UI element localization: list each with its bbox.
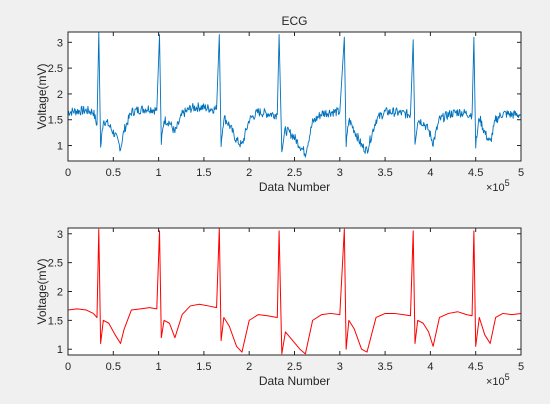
chart-0-xtick-label: 4: [427, 167, 433, 179]
chart-0-ylabel: Voltage(mV): [35, 63, 49, 129]
chart-0-ytick-label: 1.5: [48, 115, 63, 127]
chart-0-title: ECG: [281, 14, 307, 28]
chart-0-ytick-label: 3: [57, 37, 63, 49]
chart-1-xlabel: Data Number: [259, 374, 330, 388]
chart-1-xtick-label: 0.5: [106, 361, 121, 373]
chart-0-xtick-label: 1: [156, 167, 162, 179]
chart-0-ytick-label: 2: [57, 89, 63, 101]
chart-0-ytick-label: 1: [57, 141, 63, 153]
chart-0-xlabel: Data Number: [259, 180, 330, 194]
chart-1-xtick-label: 4: [427, 361, 433, 373]
chart-1-xtick-label: 0: [65, 361, 71, 373]
chart-0-xtick-label: 0: [65, 167, 71, 179]
chart-1-ylabel: Voltage(mV): [35, 258, 49, 324]
chart-1-x-exponent: ×105: [486, 372, 510, 388]
chart-0-xtick-label: 1.5: [196, 167, 211, 179]
chart-0-plot-area: [68, 32, 521, 161]
chart-1-xtick-label: 1: [156, 361, 162, 373]
chart-1-ytick-label: 1.5: [48, 315, 63, 327]
chart-0-xtick-label: 3: [337, 167, 343, 179]
chart-1-ytick-label: 2.5: [48, 258, 63, 270]
chart-1-ytick-label: 1: [57, 344, 63, 356]
chart-1-xtick-label: 3.5: [377, 361, 392, 373]
bottom-axes: 0 0.5 1 1.5 2 2.5 3 3.5 4 4.5 5 1 1.5 2 2.5 3 Data Numbe…: [35, 227, 524, 388]
chart-0-x-exponent-power: 5: [505, 178, 510, 188]
chart-1-xtick-label: 4.5: [468, 361, 483, 373]
chart-0-xtick-label: 2: [246, 167, 252, 179]
chart-0-x-exponent: ×105: [486, 178, 510, 194]
chart-0-xtick-label: 5: [518, 167, 524, 179]
chart-1-xtick-label: 5: [518, 361, 524, 373]
chart-1-xtick-label: 2: [246, 361, 252, 373]
chart-1-xtick-label: 3: [337, 361, 343, 373]
chart-0-xtick-label: 2.5: [287, 167, 302, 179]
chart-1-ytick-label: 2: [57, 287, 63, 299]
chart-0-xtick-label: 0.5: [106, 167, 121, 179]
chart-1-x-exponent-power: 5: [505, 372, 510, 382]
chart-0-ytick-label: 2.5: [48, 63, 63, 75]
chart-0-xtick-label: 4.5: [468, 167, 483, 179]
chart-1-xtick-label: 2.5: [287, 361, 302, 373]
chart-0-xtick-label: 3.5: [377, 167, 392, 179]
top-axes: 0 0.5 1 1.5 2 2.5 3 3.5 4 4.5 5 1 1.5 2 2.5 3 ECG Data Nu…: [35, 14, 524, 194]
chart-1-xtick-label: 1.5: [196, 361, 211, 373]
chart-1-ytick-label: 3: [57, 229, 63, 241]
chart-1-series-line: [68, 228, 521, 355]
chart-0-series-line: [68, 32, 521, 158]
chart-1-plot-area: [68, 228, 521, 355]
